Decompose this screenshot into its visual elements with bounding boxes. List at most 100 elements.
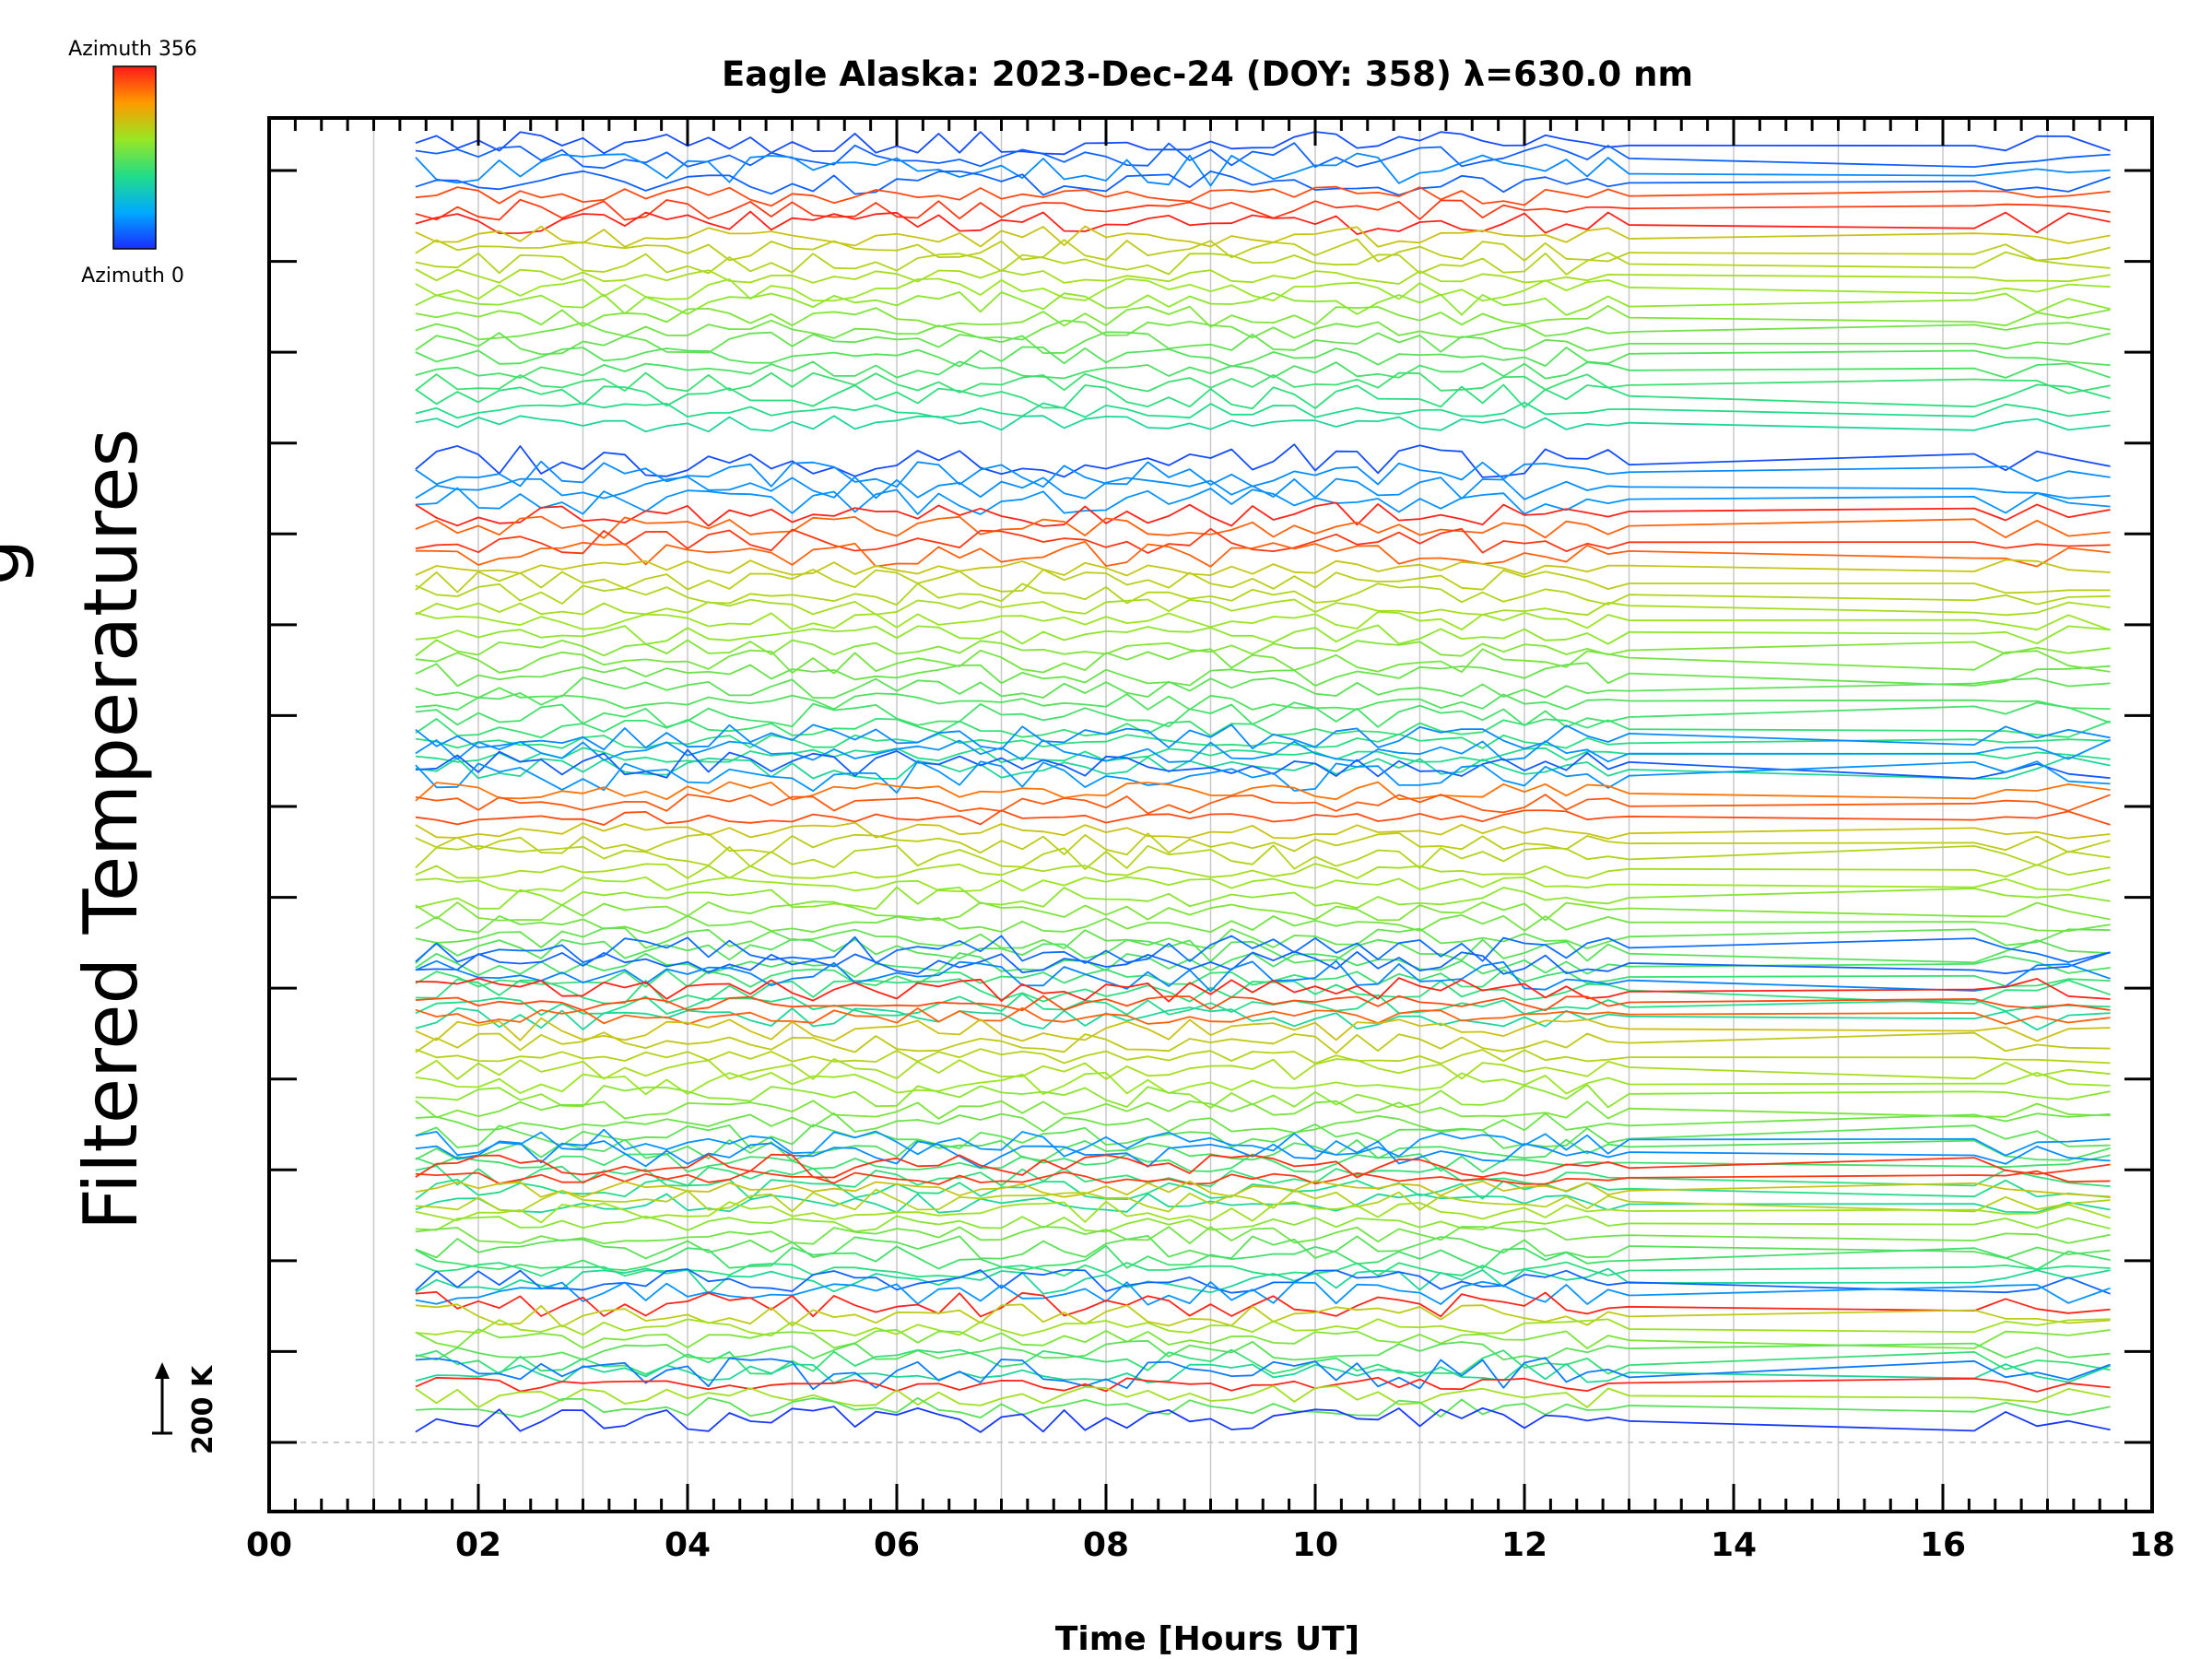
- scale-bar: 200 K: [152, 1362, 219, 1454]
- azimuth-trace: [415, 1124, 2111, 1149]
- azimuth-trace: [415, 832, 2111, 856]
- scale-bar-label: 200 K: [187, 1364, 219, 1454]
- azimuth-trace: [415, 724, 2111, 751]
- azimuth-trace: [415, 1084, 2111, 1109]
- azimuth-trace: [415, 1006, 2111, 1031]
- y-axis-label: Filtered Temperatures: [68, 429, 154, 1230]
- x-tick-label: 02: [455, 1526, 501, 1564]
- azimuth-trace: [415, 914, 2111, 935]
- azimuth-trace: [415, 1112, 2111, 1134]
- azimuth-trace: [415, 821, 2111, 840]
- azimuth-trace: [415, 277, 2111, 302]
- azimuth-trace: [415, 487, 2111, 515]
- azimuth-trace: [415, 515, 2111, 539]
- azimuth-trace: [415, 747, 2111, 763]
- azimuth-trace: [415, 142, 2111, 170]
- azimuth-trace: [415, 781, 2111, 802]
- azimuth-trace: [415, 648, 2111, 675]
- azimuth-trace: [415, 1406, 2111, 1433]
- azimuth-trace: [415, 1170, 2111, 1185]
- azimuth-trace: [415, 346, 2111, 368]
- azimuth-trace: [415, 476, 2111, 500]
- azimuth-trace: [415, 170, 2111, 196]
- azimuth-trace: [415, 863, 2111, 879]
- azimuth-trace: [415, 598, 2111, 617]
- azimuth-trace: [415, 1140, 2111, 1169]
- azimuth-trace: [415, 185, 2111, 207]
- azimuth-trace: [415, 383, 2111, 410]
- x-axis-label: Time [Hours UT]: [1055, 1620, 1359, 1658]
- x-tick-label: 16: [1920, 1526, 1966, 1564]
- azimuth-trace: [415, 1153, 2111, 1173]
- azimuth-trace: [415, 950, 2111, 975]
- azimuth-trace: [415, 718, 2111, 739]
- azimuth-trace: [415, 959, 2111, 993]
- azimuth-trace: [415, 401, 2111, 419]
- azimuth-trace: [415, 1178, 2111, 1201]
- azimuth-trace: [415, 1017, 2111, 1042]
- azimuth-trace: [415, 1357, 2111, 1391]
- azimuth-trace: [415, 238, 2111, 263]
- azimuth-trace: [415, 304, 2111, 328]
- azimuth-trace: [415, 1058, 2111, 1080]
- azimuth-trace: [415, 1267, 2111, 1295]
- data-series: [415, 131, 2111, 1433]
- azimuth-trace: [415, 1290, 2111, 1318]
- azimuth-trace: [415, 935, 2111, 964]
- azimuth-trace: [415, 1348, 2111, 1375]
- azimuth-trace: [415, 1138, 2111, 1162]
- azimuth-trace: [415, 501, 2111, 527]
- azimuth-trace: [415, 733, 2111, 749]
- azimuth-trace: [415, 1200, 2111, 1224]
- azimuth-trace: [415, 1376, 2111, 1393]
- azimuth-trace: [415, 1261, 2111, 1278]
- azimuth-trace: [415, 809, 2111, 826]
- azimuth-trace: [415, 1048, 2111, 1065]
- x-tick-label: 14: [1711, 1526, 1757, 1564]
- azimuth-trace: [415, 540, 2111, 568]
- colorbar-bottom-label: Azimuth 0: [81, 265, 184, 288]
- azimuth-trace: [415, 611, 2111, 631]
- azimuth-trace: [415, 360, 2111, 380]
- colorbar-top-label: Azimuth 356: [68, 38, 197, 61]
- chart-title: Eagle Alaska: 2023-Dec-24 (DOY: 358) λ=6…: [722, 54, 1693, 94]
- azimuth-trace: [415, 927, 2111, 950]
- azimuth-trace: [415, 876, 2111, 893]
- colorbar: Azimuth 356 Azimuth 0: [68, 38, 197, 288]
- x-tick-label: 12: [1501, 1526, 1547, 1564]
- azimuth-trace: [415, 938, 2111, 964]
- x-tick-label: 04: [665, 1526, 711, 1564]
- azimuth-trace: [415, 886, 2111, 910]
- azimuth-trace: [415, 1153, 2111, 1179]
- azimuth-trace: [415, 1318, 2111, 1337]
- azimuth-trace: [415, 738, 2111, 763]
- azimuth-trace: [415, 1396, 2111, 1418]
- azimuth-trace: [415, 268, 2111, 285]
- azimuth-trace: [415, 760, 2111, 794]
- azimuth-trace: [415, 371, 2111, 394]
- azimuth-trace: [415, 794, 2111, 815]
- x-tick-label: 08: [1083, 1526, 1129, 1564]
- azimuth-trace: [415, 1235, 2111, 1260]
- azimuth-trace: [415, 582, 2111, 606]
- azimuth-trace: [415, 1226, 2111, 1245]
- azimuth-trace: [415, 319, 2111, 341]
- azimuth-trace: [415, 527, 2111, 555]
- x-tick-label: 06: [874, 1526, 920, 1564]
- azimuth-trace: [415, 460, 2111, 488]
- azimuth-trace: [415, 1006, 2111, 1026]
- azimuth-trace: [415, 1188, 2111, 1213]
- azimuth-trace: [415, 1031, 2111, 1054]
- azimuth-trace: [415, 1280, 2111, 1306]
- azimuth-trace: [415, 639, 2111, 657]
- azimuth-trace: [415, 977, 2111, 1003]
- colorbar-scale: [112, 65, 157, 250]
- azimuth-trace: [415, 1193, 2111, 1214]
- azimuth-trace: [415, 559, 2111, 577]
- azimuth-trace: [415, 748, 2111, 780]
- azimuth-trace: [415, 569, 2111, 594]
- azimuth-trace: [415, 692, 2111, 711]
- azimuth-trace: [415, 1215, 2111, 1233]
- azimuth-trace: [415, 1100, 2111, 1120]
